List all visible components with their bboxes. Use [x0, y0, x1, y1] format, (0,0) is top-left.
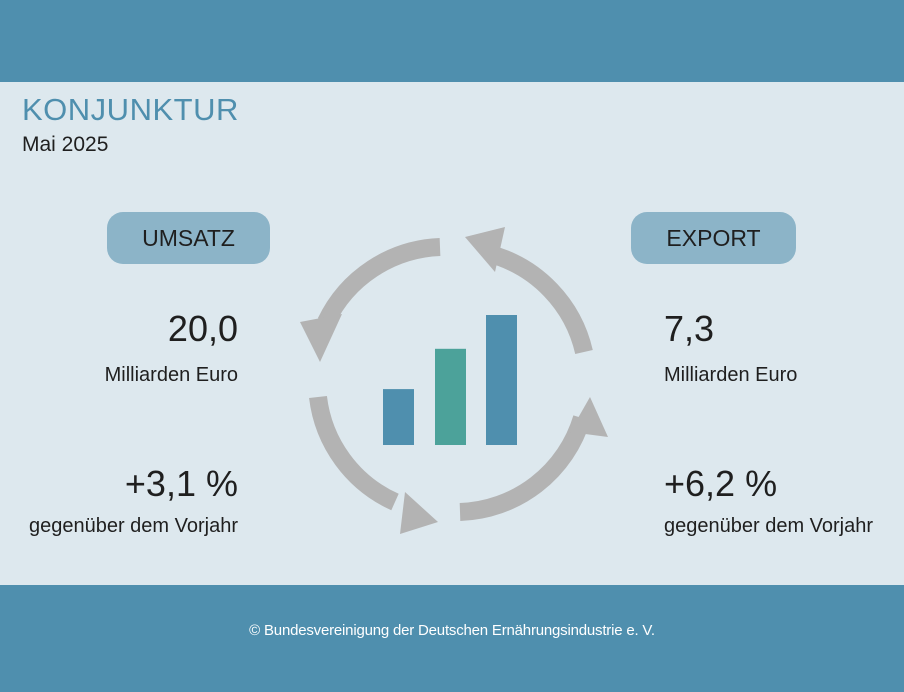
- export-change: +6,2 %: [664, 463, 778, 504]
- export-label: EXPORT: [666, 224, 761, 251]
- umsatz-change-label: gegenüber dem Vorjahr: [28, 515, 238, 537]
- arrowhead-left: [300, 314, 342, 362]
- cycle-arrow-top-right: [487, 245, 593, 355]
- umsatz-label-badge: UMSATZ: [107, 212, 270, 264]
- icon-bar-3: [486, 315, 517, 445]
- bar-group: [383, 315, 517, 445]
- page-subtitle: Mai 2025: [22, 133, 109, 156]
- arrow-heads: [300, 227, 608, 534]
- footer-band: © Bundesvereinigung der Deutschen Ernähr…: [0, 585, 904, 692]
- footer-copyright: © Bundesvereinigung der Deutschen Ernähr…: [249, 622, 655, 639]
- cycle-bar-chart-icon: [300, 227, 608, 534]
- header-band: [0, 0, 904, 82]
- export-label-badge: EXPORT: [631, 212, 796, 264]
- export-value: 7,3: [664, 308, 715, 349]
- cycle-arrow-bottom-right: [459, 415, 591, 521]
- arrowhead-right: [570, 397, 608, 437]
- icon-bar-2: [435, 348, 466, 445]
- export-unit: Milliarden Euro: [664, 364, 798, 386]
- umsatz-value: 20,0: [167, 308, 238, 349]
- icon-bar-1: [383, 389, 414, 445]
- umsatz-unit: Milliarden Euro: [104, 364, 238, 386]
- cycle-arrows-icon: [309, 238, 593, 521]
- arrowhead-bottom: [400, 492, 438, 534]
- export-change-label: gegenüber dem Vorjahr: [664, 515, 874, 537]
- arrowhead-top: [465, 227, 505, 272]
- cycle-arrow-top-left: [317, 238, 441, 327]
- page-title: KONJUNKTUR: [22, 92, 239, 127]
- cycle-arrow-bottom-left: [309, 395, 399, 511]
- umsatz-label: UMSATZ: [142, 224, 235, 251]
- umsatz-change: +3,1 %: [124, 463, 238, 504]
